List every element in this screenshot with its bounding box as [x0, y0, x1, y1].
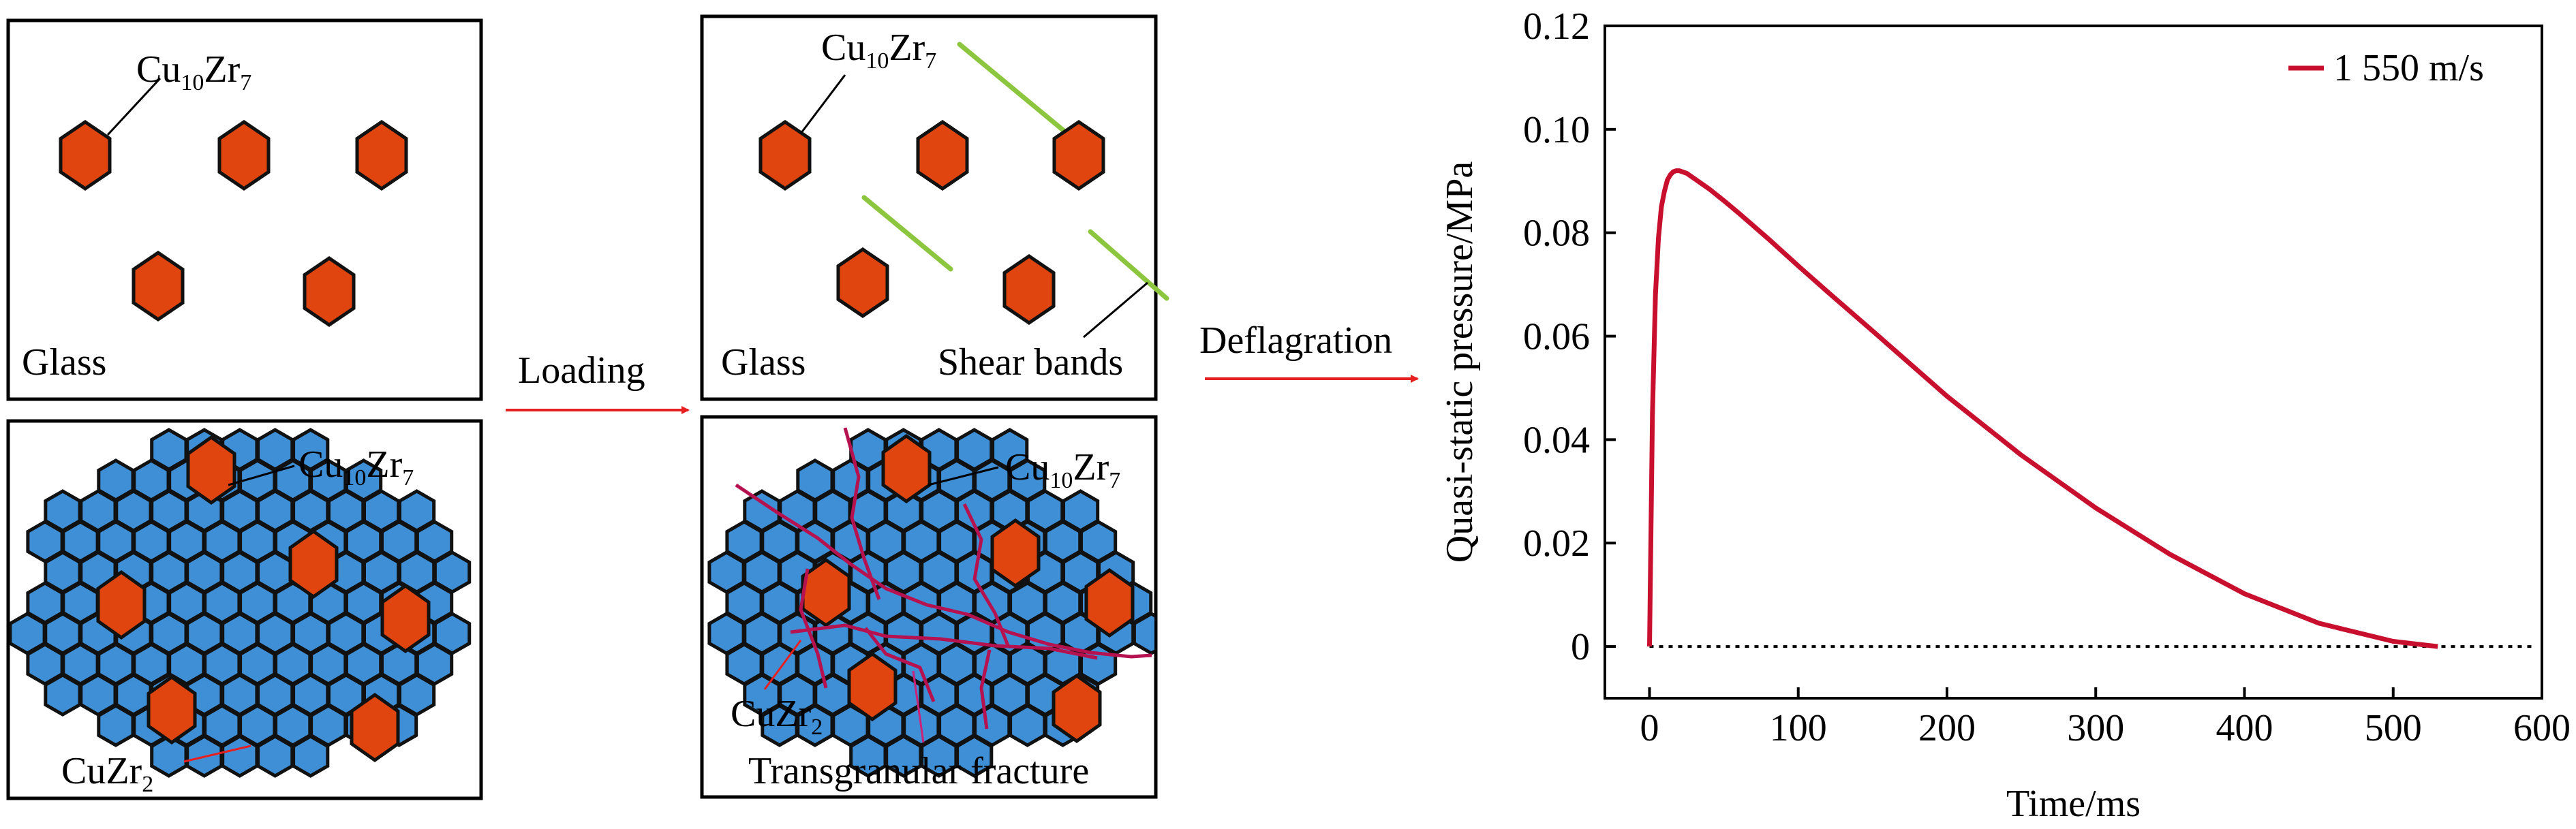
- y-tick-label: 0.08: [1523, 213, 1590, 255]
- cu10zr7-particle: [186, 435, 236, 505]
- x-tick-label: 500: [2365, 707, 2422, 749]
- cu10zr7-particles: [59, 119, 408, 328]
- x-tick-label: 600: [2513, 707, 2571, 749]
- matrix-phase-label: CuZr2: [61, 750, 153, 797]
- leader-line: [927, 466, 999, 486]
- matrix-label: Glass: [22, 341, 106, 384]
- legend: 1 550 m/s: [2288, 47, 2484, 89]
- cu10zr7-particle: [836, 247, 889, 319]
- leader-line: [183, 745, 251, 763]
- leader-line: [228, 465, 295, 486]
- cu10zr7-particle: [96, 569, 147, 640]
- leader-line: [106, 77, 162, 136]
- crack: [790, 623, 1098, 660]
- shear-bands: [861, 42, 1169, 301]
- shear-bands-label: Shear bands: [938, 341, 1123, 384]
- leader-line: [799, 74, 846, 134]
- cu10zr7-particle: [59, 119, 112, 191]
- cu10zr7-particles: [758, 119, 1105, 326]
- leader-line: [912, 670, 925, 743]
- phase-label: Cu10Zr7: [298, 443, 414, 490]
- cu10zr7-particle: [303, 255, 356, 328]
- crack: [799, 568, 828, 689]
- cuzr2-grain: [1009, 704, 1047, 747]
- crack: [864, 627, 936, 702]
- cu10zr7-particle: [147, 674, 197, 745]
- cu10zr7-particle: [355, 119, 408, 191]
- cuzr2-grain: [955, 734, 994, 778]
- x-tick-label: 100: [1770, 707, 1827, 749]
- matrix-phase-label: CuZr2: [731, 693, 823, 740]
- x-axis-label: Time/ms: [2006, 783, 2141, 825]
- panel-before-glass: Cu10Zr7 Glass: [6, 18, 483, 401]
- plot-frame: [1604, 25, 2543, 700]
- cu10zr7-particle: [758, 119, 812, 191]
- x-tick-label: 0: [1640, 707, 1659, 749]
- x-tick-label: 200: [1918, 707, 1976, 749]
- crack: [962, 503, 1011, 648]
- shear-band: [957, 42, 1070, 136]
- x-tick-label: 300: [2067, 707, 2124, 749]
- pressure-chart: 0 100 200 300 400 500 600 0 0.02 0.04 0.06 0.08 0.1…: [1439, 5, 2571, 825]
- cu10zr7-particle: [288, 529, 339, 599]
- deflagration-label: Deflagration: [1199, 319, 1392, 362]
- y-tick-label: 0.10: [1523, 109, 1590, 151]
- cu10zr7-particle: [916, 119, 969, 191]
- loading-label: Loading: [518, 349, 645, 392]
- cu10zr7-particle: [990, 518, 1041, 589]
- series-line: [1647, 168, 2438, 649]
- cu10zr7-particle: [847, 651, 898, 722]
- cuzr2-grains: [707, 428, 1154, 778]
- cuzr2-grain: [221, 734, 259, 778]
- y-tick-label: 0: [1571, 626, 1590, 668]
- matrix-label: Glass: [721, 341, 806, 384]
- phase-label: Cu10Zr7: [136, 48, 251, 95]
- y-axis-label: Quasi-static pressure/MPa: [1439, 161, 1481, 563]
- cuzr2-grains: [10, 428, 472, 778]
- cu10zr7-particle: [881, 433, 932, 504]
- cuzr2-grain: [44, 673, 82, 717]
- panel-after-crystal: Cu10Zr7 CuZr2 Transgranular fracture: [700, 415, 1158, 799]
- cuzr2-grain: [292, 734, 330, 778]
- cu10zr7-particle: [350, 692, 400, 763]
- y-ticks: 0 0.02 0.04 0.06 0.08 0.10 0.12: [1523, 5, 1616, 668]
- cuzr2-grain: [256, 734, 294, 778]
- cu10zr7-particle: [1084, 567, 1135, 638]
- cu10zr7-particle: [1052, 673, 1102, 744]
- panel-before-crystal: Cu10Zr7 CuZr2: [6, 419, 483, 800]
- cu10zr7-particle: [217, 119, 271, 191]
- cu10zr7-particle: [380, 583, 431, 654]
- cuzr2-grain: [1132, 612, 1154, 655]
- crack: [843, 427, 881, 600]
- cu10zr7-particle: [132, 250, 185, 322]
- leader-line: [1083, 281, 1148, 339]
- x-ticks: 0 100 200 300 400 500 600: [1640, 687, 2571, 749]
- leader-line: [763, 640, 802, 690]
- cu10zr7-particle: [1052, 119, 1105, 191]
- legend-label: 1 550 m/s: [2333, 47, 2484, 89]
- x-tick-label: 400: [2215, 707, 2273, 749]
- crack: [979, 649, 992, 730]
- cu10zr7-particle: [1002, 253, 1056, 326]
- loading-arrow: Loading: [506, 349, 690, 414]
- shear-band: [861, 195, 953, 272]
- crack: [735, 483, 1152, 659]
- y-tick-label: 0.02: [1523, 522, 1590, 565]
- y-tick-label: 0.12: [1523, 5, 1590, 48]
- panel-frame: [700, 14, 1158, 401]
- phase-label: Cu10Zr7: [821, 27, 936, 74]
- phase-label: Cu10Zr7: [1005, 446, 1120, 493]
- y-tick-label: 0.06: [1523, 316, 1590, 358]
- y-tick-label: 0.04: [1523, 419, 1590, 461]
- panel-frame: [6, 18, 483, 401]
- fracture-label: Transgranular fracture: [748, 750, 1089, 792]
- panel-after-glass: Cu10Zr7 Glass Shear bands: [700, 14, 1169, 401]
- deflagration-arrow: Deflagration: [1199, 319, 1419, 383]
- chart-axes: [1604, 25, 2543, 700]
- fracture-cracks: [735, 427, 1152, 730]
- cu10zr7-particle: [801, 557, 851, 628]
- cuzr2-grain: [97, 704, 135, 747]
- shear-band: [1088, 229, 1169, 301]
